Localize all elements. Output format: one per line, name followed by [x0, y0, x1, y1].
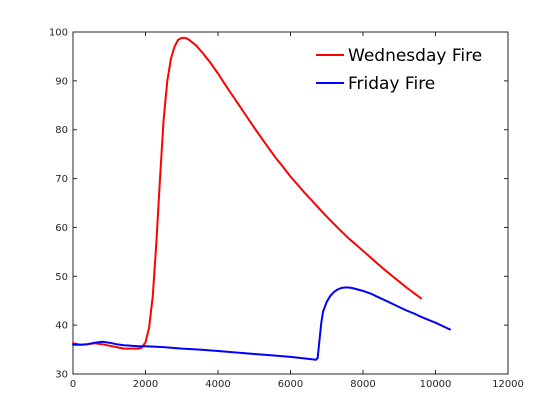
y-tick-label: 30	[55, 370, 68, 381]
y-tick-label: 70	[55, 174, 68, 185]
y-tick-label: 40	[55, 321, 68, 332]
x-tick-label: 10000	[420, 379, 452, 390]
series-line-wednesday-fire	[72, 36, 422, 350]
y-tick-label: 80	[55, 125, 68, 136]
x-tick-label: 2000	[133, 379, 158, 390]
x-axis-ticks: 0 2000 4000 6000 8000 10000 12000	[70, 32, 524, 390]
y-axis-ticks: 30 40 50 60 70 80 90 100	[49, 28, 508, 381]
x-tick-label: 8000	[350, 379, 375, 390]
x-tick-label: 12000	[492, 379, 524, 390]
legend-label: Friday Fire	[348, 74, 435, 94]
y-tick-label: 90	[55, 76, 68, 87]
legend: Wednesday Fire Friday Fire	[316, 46, 482, 94]
x-tick-label: 0	[70, 379, 76, 390]
series-layer	[72, 36, 451, 361]
y-tick-label: 50	[55, 272, 68, 283]
x-tick-label: 4000	[205, 379, 230, 390]
y-tick-label: 100	[49, 28, 68, 39]
x-tick-label: 6000	[278, 379, 303, 390]
legend-label: Wednesday Fire	[348, 46, 482, 66]
y-tick-label: 60	[55, 223, 68, 234]
series-line-friday-fire	[72, 286, 451, 361]
